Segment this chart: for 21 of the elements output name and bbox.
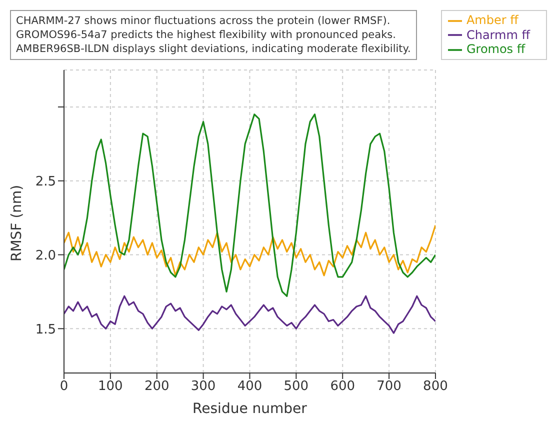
x-tick-label: 300 [190, 379, 216, 394]
x-tick-label: 100 [98, 379, 123, 394]
x-tick-label: 800 [423, 379, 448, 394]
line-series [64, 224, 436, 276]
x-tick-label: 0 [60, 379, 68, 394]
legend-label: Gromos ff [466, 42, 526, 56]
legend-label: Amber ff [466, 13, 518, 27]
y-tick-label: 2.5 [35, 174, 56, 190]
x-tick-label: 600 [330, 379, 356, 394]
note-box: CHARMM-27 shows minor fluctuations across the protein (lower RMSF). GROMOS96-54a7 predicts the highest flexibility with pronounced peaks. AMBER96SB-ILDN displays slight deviations, indicating moderate flexibility. [10, 10, 417, 60]
legend-label: Charmm ff [466, 28, 530, 42]
x-tick-label: 700 [376, 379, 402, 394]
x-axis-title: Residue number [192, 401, 308, 417]
x-tick-label: 200 [144, 379, 170, 394]
y-axis-title: RMSF (nm) [8, 184, 25, 262]
x-tick-label: 400 [237, 379, 262, 394]
line-series [64, 114, 436, 297]
line-series [64, 295, 436, 334]
x-tick-label: 500 [284, 379, 309, 394]
y-tick-label: 2.0 [35, 248, 56, 264]
y-tick-label: 1.5 [35, 322, 56, 338]
